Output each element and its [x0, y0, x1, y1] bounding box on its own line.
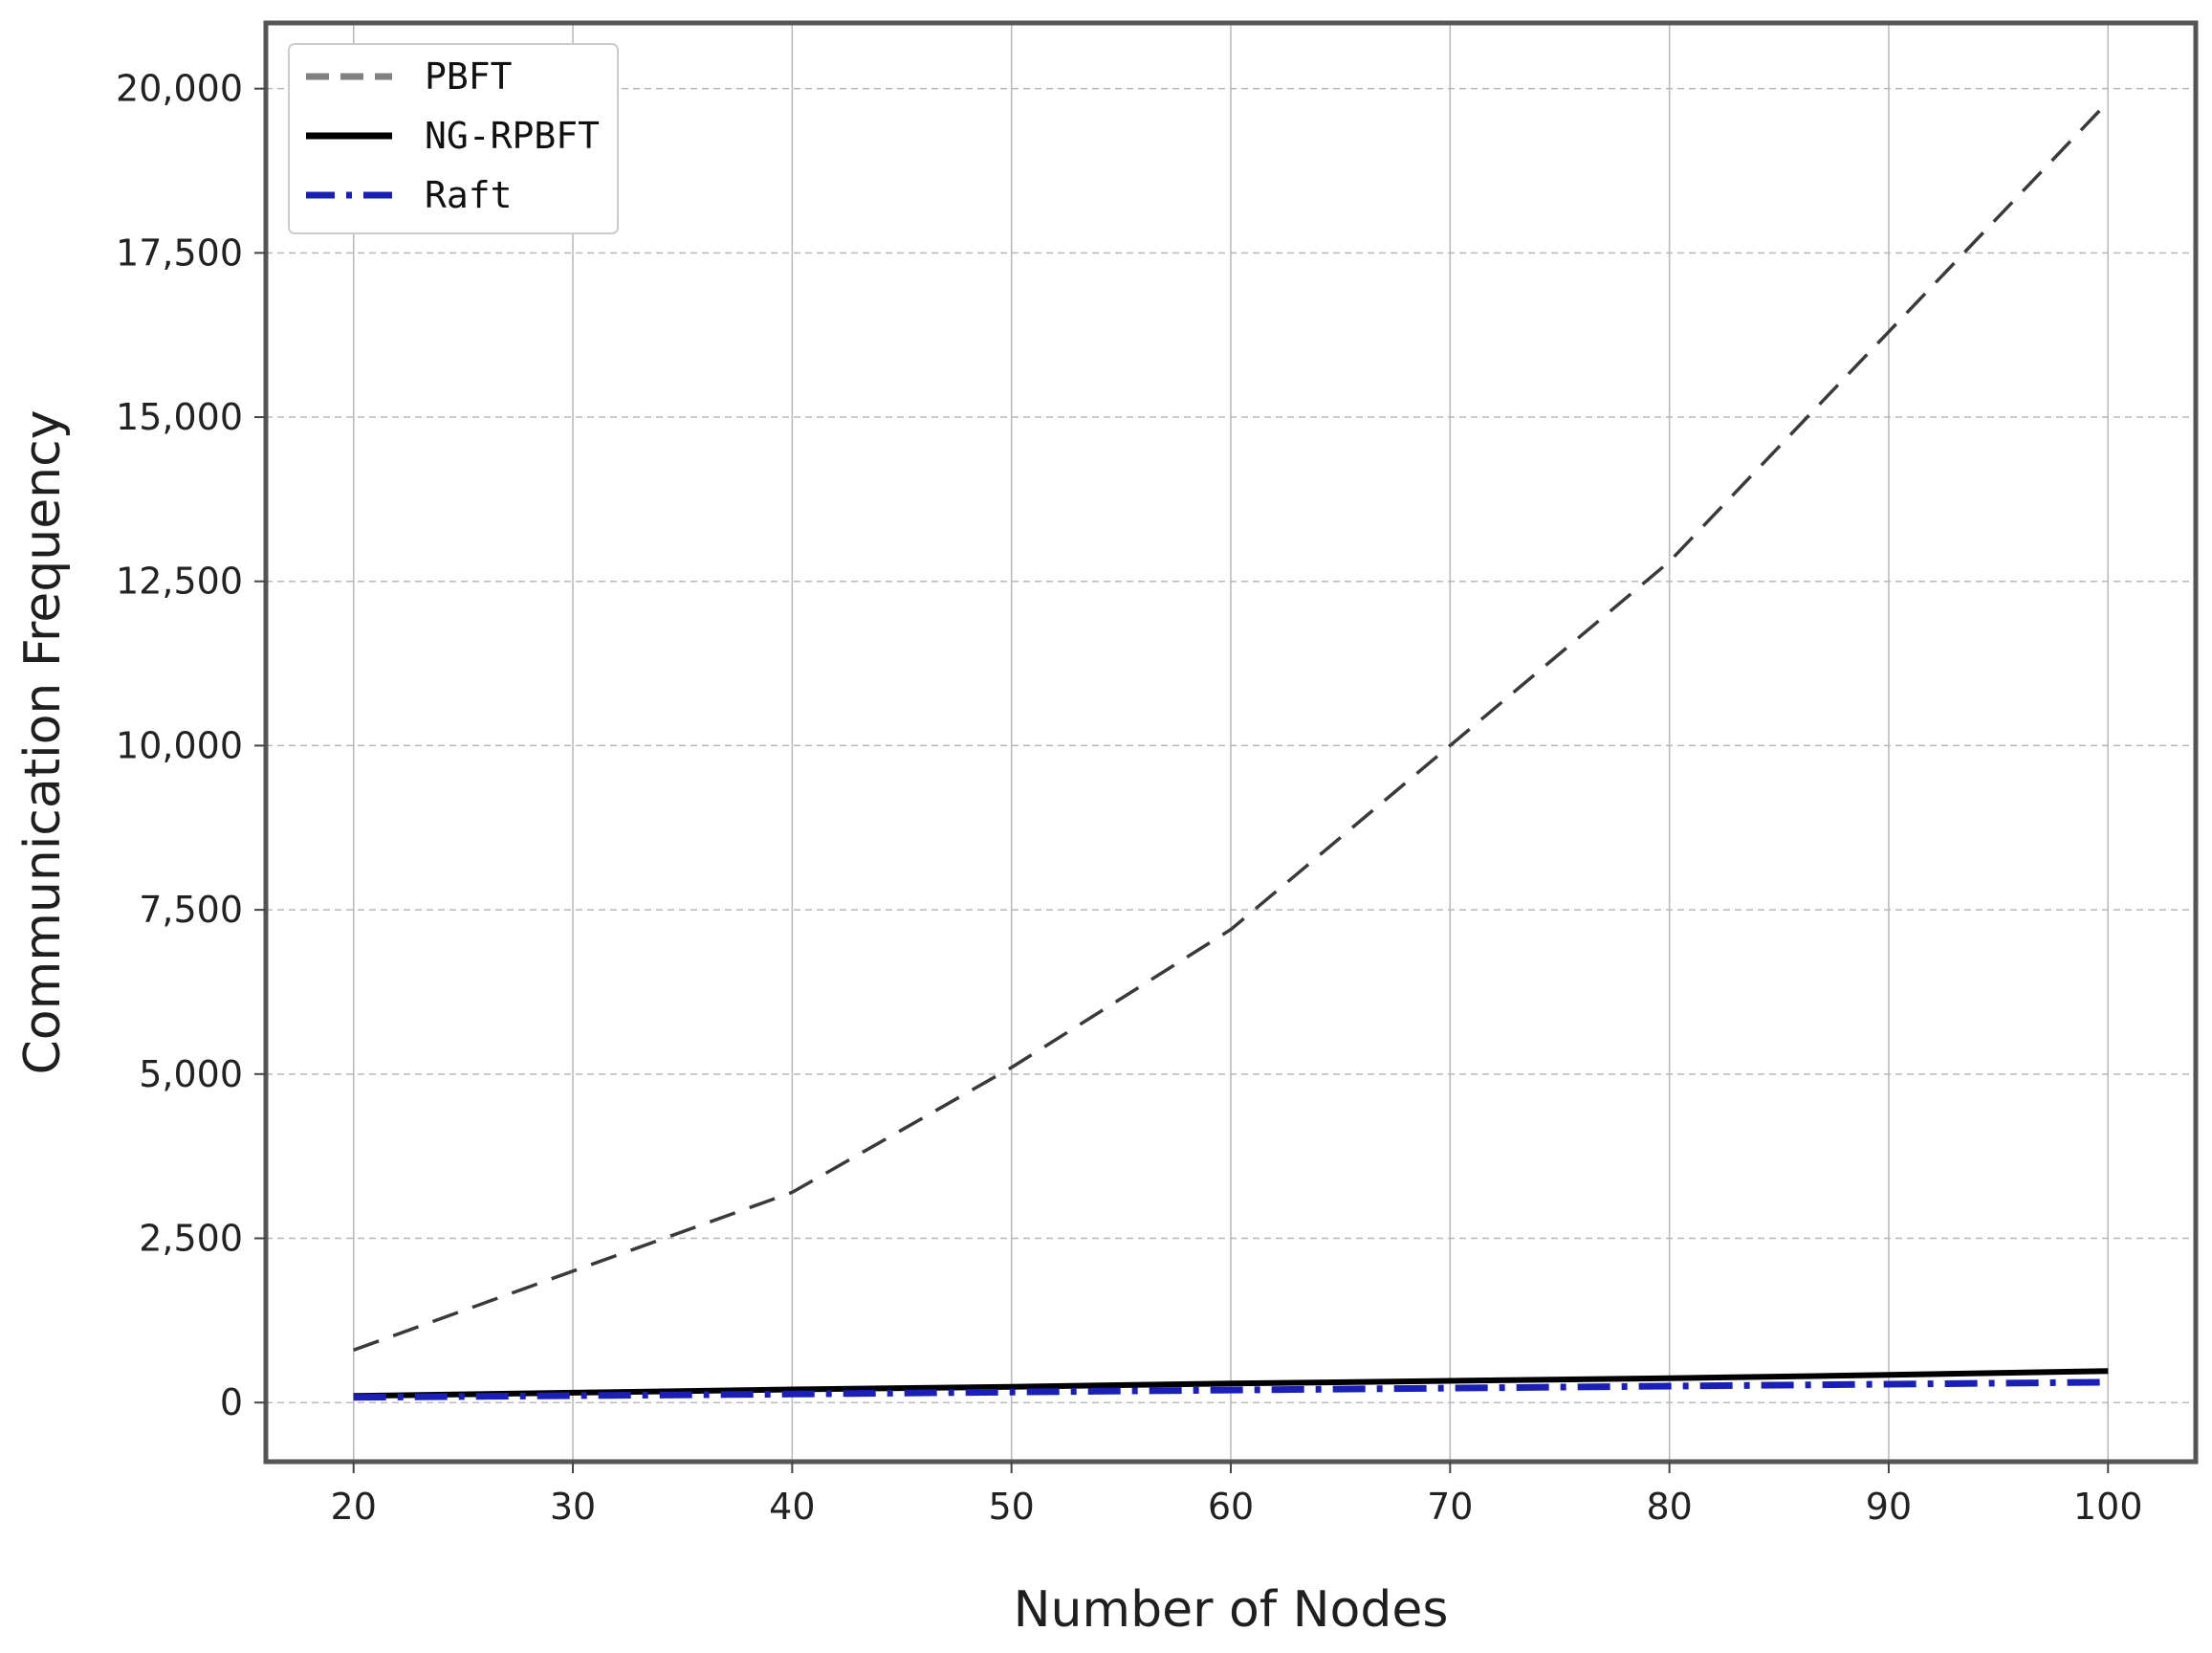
y-axis-ticks: 0 2,500 5,000 7,500 10,000 12,500 15,000 17,500…	[116, 68, 266, 1423]
x-tick-label: 80	[1646, 1486, 1692, 1528]
legend-label-raft: Raft	[425, 174, 513, 216]
x-tick-label: 30	[550, 1486, 596, 1528]
y-tick-label: 20,000	[116, 68, 243, 110]
x-tick-label: 100	[2073, 1486, 2143, 1528]
x-tick-label: 70	[1427, 1486, 1473, 1528]
y-tick-label: 15,000	[116, 396, 243, 438]
legend: PBFT NG-RPBFT Raft	[288, 43, 619, 234]
y-tick-label: 17,500	[116, 231, 243, 274]
legend-label-ng-rpbft: NG-RPBFT	[425, 115, 600, 157]
x-axis-ticks: 20 30 40 50 60 70 80 90 100	[331, 1462, 2143, 1528]
y-tick-label: 7,500	[139, 889, 243, 931]
series-lines	[353, 100, 2110, 1401]
legend-label-pbft: PBFT	[425, 55, 513, 98]
x-tick-label: 40	[769, 1486, 815, 1528]
y-tick-label: 10,000	[116, 724, 243, 766]
series-line-raft	[353, 1378, 2109, 1401]
y-tick-label: 2,500	[139, 1218, 243, 1260]
y-tick-label: 0	[220, 1381, 243, 1423]
x-tick-label: 50	[989, 1486, 1035, 1528]
x-tick-label: 90	[1866, 1486, 1912, 1528]
series-line-pbft	[353, 100, 2110, 1352]
y-axis-title: Communication Frequency	[14, 409, 72, 1074]
y-tick-label: 12,500	[116, 561, 243, 603]
x-tick-label: 20	[331, 1486, 377, 1528]
x-axis-title: Number of Nodes	[1014, 1581, 1449, 1639]
series-line-ng-rpbft	[353, 1368, 2109, 1400]
grid	[266, 23, 2196, 1462]
x-tick-label: 60	[1208, 1486, 1254, 1528]
y-tick-label: 5,000	[139, 1053, 243, 1095]
legend-box	[288, 43, 619, 234]
